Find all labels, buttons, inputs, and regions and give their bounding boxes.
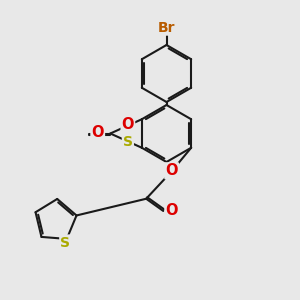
Text: S: S <box>60 236 70 250</box>
Text: O: O <box>92 125 104 140</box>
Text: O: O <box>122 117 134 132</box>
Text: O: O <box>165 203 178 218</box>
Text: Br: Br <box>158 21 175 34</box>
Text: O: O <box>165 163 178 178</box>
Text: S: S <box>123 135 133 149</box>
